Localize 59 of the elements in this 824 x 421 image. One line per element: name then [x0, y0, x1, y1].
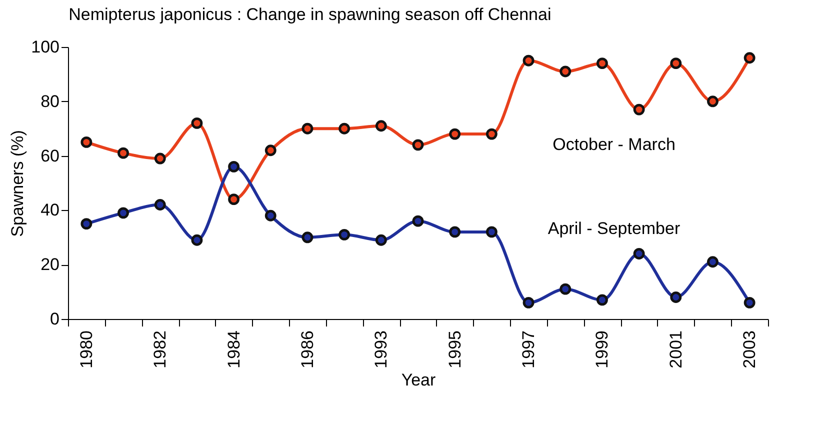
- y-tick-label: 40: [40, 200, 60, 220]
- point: [486, 226, 498, 238]
- point: [264, 210, 276, 222]
- text: October - March: [552, 134, 676, 154]
- point: [228, 160, 240, 172]
- point: [154, 199, 166, 210]
- point: [338, 228, 350, 240]
- point: [412, 215, 424, 227]
- point: [191, 117, 203, 129]
- point: [449, 226, 461, 238]
- x-tick-label: 1980: [76, 330, 96, 368]
- y-axis-title: Spawners (%): [8, 130, 28, 237]
- point: [707, 256, 718, 268]
- point: [522, 296, 534, 308]
- point: [633, 248, 645, 260]
- point: [744, 296, 756, 308]
- point: [264, 144, 276, 156]
- y-tick-label: 100: [31, 38, 60, 56]
- point: [486, 128, 498, 140]
- point: [522, 54, 534, 66]
- y-tick-label: 80: [40, 92, 60, 111]
- point: [412, 139, 424, 151]
- x-tick-label: 2001: [666, 330, 686, 368]
- point: [191, 234, 203, 246]
- point: [670, 58, 682, 70]
- point: [707, 96, 718, 108]
- x-tick-label: 1995: [445, 330, 464, 368]
- y-tick-label: 20: [40, 255, 60, 274]
- point: [596, 294, 608, 306]
- point: [560, 283, 572, 295]
- chart-title: Nemipterus japonicus : Change in spawning season off Chennai: [68, 5, 552, 24]
- point: [338, 122, 350, 134]
- point: [449, 128, 461, 140]
- point: [228, 194, 240, 206]
- point: [302, 122, 314, 134]
- y-tick-label: 60: [40, 146, 60, 166]
- x-tick-label: 1984: [224, 330, 244, 368]
- x-tick-label: 1993: [372, 330, 391, 368]
- point: [560, 66, 572, 78]
- point: [118, 147, 129, 159]
- x-tick-label: 1982: [150, 330, 170, 368]
- point: [154, 152, 166, 164]
- point: [80, 136, 92, 148]
- x-axis-title: Year: [401, 370, 436, 390]
- point: [375, 234, 387, 246]
- point: [744, 52, 756, 64]
- point: [118, 207, 129, 219]
- x-tick-label: 2003: [740, 330, 760, 368]
- x-tick-label: 1986: [298, 330, 317, 368]
- x-tick-label: 1999: [592, 330, 612, 368]
- point: [302, 232, 314, 244]
- point: [375, 120, 387, 132]
- point: [670, 292, 682, 303]
- series-label: April - September: [548, 219, 680, 238]
- point: [596, 58, 608, 70]
- x-tick-label: 1997: [519, 330, 538, 368]
- point: [80, 218, 92, 230]
- point: [633, 104, 645, 116]
- y-tick-label: 0: [50, 310, 60, 328]
